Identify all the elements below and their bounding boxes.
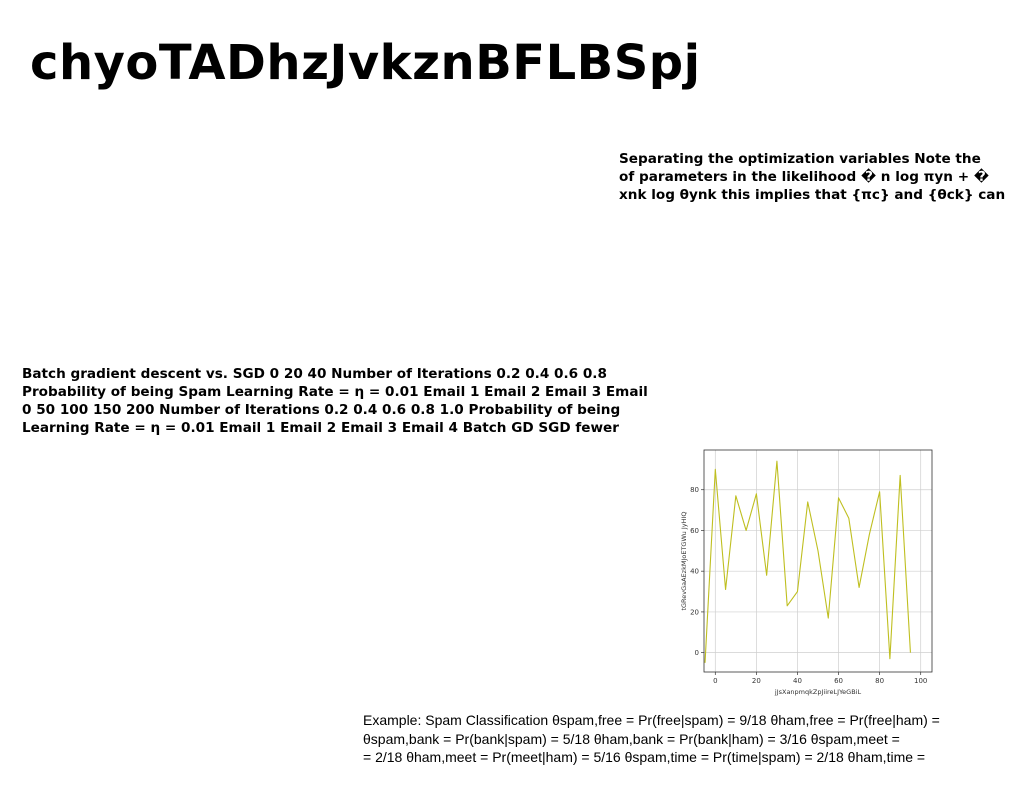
x-tick-label: 40 (793, 677, 802, 685)
x-axis-label: jJsXanpmqkZpJiireLJYeGBiL (774, 688, 862, 696)
plot-frame (703, 449, 933, 673)
y-tick-label: 80 (690, 486, 699, 494)
page-title: chyoTADhzJvkznBFLBSpj (30, 35, 701, 91)
line-chart: 0 20 40 60 80 100 0 20 40 60 80 jJsXanpmqkZpJiireLJ… (672, 444, 942, 700)
x-tick-label: 60 (834, 677, 843, 685)
chart-svg: 0 20 40 60 80 100 0 20 40 60 80 jJsXanpmqkZpJiireLJ… (680, 449, 933, 696)
x-tick-label: 0 (713, 677, 717, 685)
text-block-spam-example: Example: Spam Classification θspam,free … (363, 712, 940, 765)
x-tick-label: 20 (752, 677, 761, 685)
x-tick-label: 80 (875, 677, 884, 685)
y-axis-label: tGRevGaAEzkMJoETGWu JyHIQ (680, 511, 688, 610)
y-tick-label: 60 (690, 527, 699, 535)
y-tick-label: 0 (695, 649, 699, 657)
y-tick-label: 20 (690, 608, 699, 616)
text-block-optimization: Separating the optimization variables No… (619, 151, 1006, 203)
x-tick-label: 100 (914, 677, 927, 685)
y-tick-label: 40 (690, 568, 699, 576)
series-line (704, 460, 911, 663)
text-block-gradient-descent: Batch gradient descent vs. SGD 0 20 40 N… (22, 366, 648, 436)
